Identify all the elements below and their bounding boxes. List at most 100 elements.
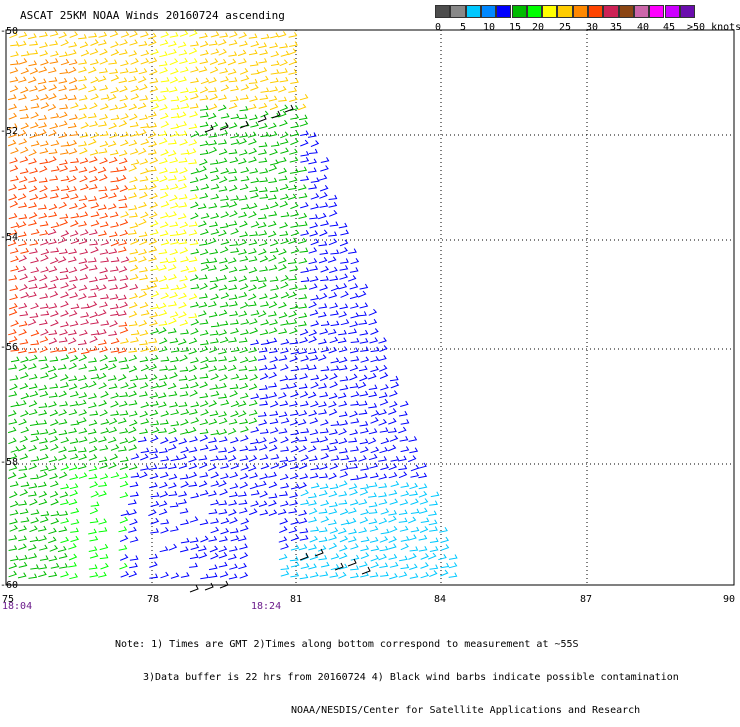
wind-barb xyxy=(9,165,19,172)
wind-barb xyxy=(348,437,358,443)
wind-barb xyxy=(88,66,97,74)
wind-barb xyxy=(288,318,298,325)
wind-barb xyxy=(388,417,397,425)
wind-barb xyxy=(209,346,218,353)
wind-barb xyxy=(199,329,209,336)
wind-barb xyxy=(17,265,27,273)
wind-barb xyxy=(139,471,148,479)
wind-barb xyxy=(189,537,199,543)
wind-barb xyxy=(239,301,249,309)
wind-barb xyxy=(128,365,138,373)
wind-barb xyxy=(38,409,48,416)
wind-barb xyxy=(17,400,27,407)
wind-barb xyxy=(260,75,269,83)
wind-barb xyxy=(119,492,129,499)
wind-barb xyxy=(188,58,198,65)
wind-barb xyxy=(300,364,310,370)
wind-barb xyxy=(88,292,97,298)
wind-barb xyxy=(180,149,190,155)
wind-barb xyxy=(210,174,220,182)
wind-barb xyxy=(258,230,268,236)
wind-barb xyxy=(350,554,360,561)
wind-barb xyxy=(249,374,259,381)
wind-barb xyxy=(128,499,137,505)
wind-barb xyxy=(88,345,98,352)
wind-barb xyxy=(69,438,79,444)
wind-barb-contaminated xyxy=(257,114,267,123)
wind-barb xyxy=(368,391,378,398)
wind-barb xyxy=(359,561,368,568)
wind-barb xyxy=(78,104,88,111)
wind-barb xyxy=(19,156,29,163)
wind-barb xyxy=(258,480,267,487)
wind-barb xyxy=(379,372,389,379)
wind-barb xyxy=(279,43,289,49)
wind-barb xyxy=(360,346,369,352)
wind-barb xyxy=(88,465,98,472)
wind-barb xyxy=(48,84,58,91)
wind-barb xyxy=(20,292,30,299)
wind-barb xyxy=(28,491,37,497)
wind-barb xyxy=(169,202,179,209)
wind-barb xyxy=(47,228,57,236)
wind-barb xyxy=(179,247,189,254)
wind-barb xyxy=(78,66,87,73)
wind-barb xyxy=(148,111,157,118)
wind-barb xyxy=(368,518,378,525)
wind-barb xyxy=(168,139,177,145)
wind-barb xyxy=(59,68,69,75)
wind-barb xyxy=(249,60,259,67)
wind-barb xyxy=(108,59,118,65)
wind-barb xyxy=(439,526,448,533)
wind-barb xyxy=(288,184,297,191)
wind-barb xyxy=(260,131,270,138)
wind-barb xyxy=(280,291,290,299)
wind-barb xyxy=(260,319,270,326)
wind-barb xyxy=(30,429,40,436)
wind-barb xyxy=(228,77,238,83)
wind-barb xyxy=(69,203,78,210)
wind-barb xyxy=(209,545,219,553)
wind-barb xyxy=(240,329,249,336)
wind-barb xyxy=(60,39,69,47)
wind-barb xyxy=(269,319,279,326)
wind-barb xyxy=(318,240,328,247)
wind-barb xyxy=(158,130,167,137)
wind-barb xyxy=(300,499,310,506)
wind-barb xyxy=(279,68,288,74)
wind-barb xyxy=(229,31,238,38)
wind-barb xyxy=(268,311,277,317)
wind-barb xyxy=(210,322,220,328)
lon-label: 90 xyxy=(723,594,736,605)
wind-barb xyxy=(319,483,329,490)
wind-barb xyxy=(60,300,69,308)
wind-barb xyxy=(159,230,169,237)
wind-barb xyxy=(230,247,240,253)
wind-barb xyxy=(239,105,249,112)
wind-barb xyxy=(40,94,49,101)
wind-barb xyxy=(238,31,248,39)
wind-barb xyxy=(248,417,258,425)
wind-barb xyxy=(270,77,279,84)
wind-barb xyxy=(77,463,87,470)
wind-barb xyxy=(179,546,189,553)
wind-barb xyxy=(408,553,417,560)
wind-barb xyxy=(179,319,189,326)
wind-barb xyxy=(429,570,438,578)
wind-barb xyxy=(248,399,258,406)
wind-barb xyxy=(109,211,119,218)
wind-barb xyxy=(198,545,207,552)
wind-barb xyxy=(189,103,199,109)
wind-barb xyxy=(148,183,157,190)
wind-barb xyxy=(10,446,20,453)
wind-barb xyxy=(50,517,60,525)
wind-barb xyxy=(148,166,157,172)
wind-barb xyxy=(119,229,129,237)
wind-barb xyxy=(149,311,158,318)
wind-barb xyxy=(429,500,438,506)
wind-barb xyxy=(50,140,60,147)
wind-barb xyxy=(319,328,329,335)
wind-barb xyxy=(270,454,280,460)
wind-barb xyxy=(178,311,187,319)
wind-barb xyxy=(168,301,177,307)
